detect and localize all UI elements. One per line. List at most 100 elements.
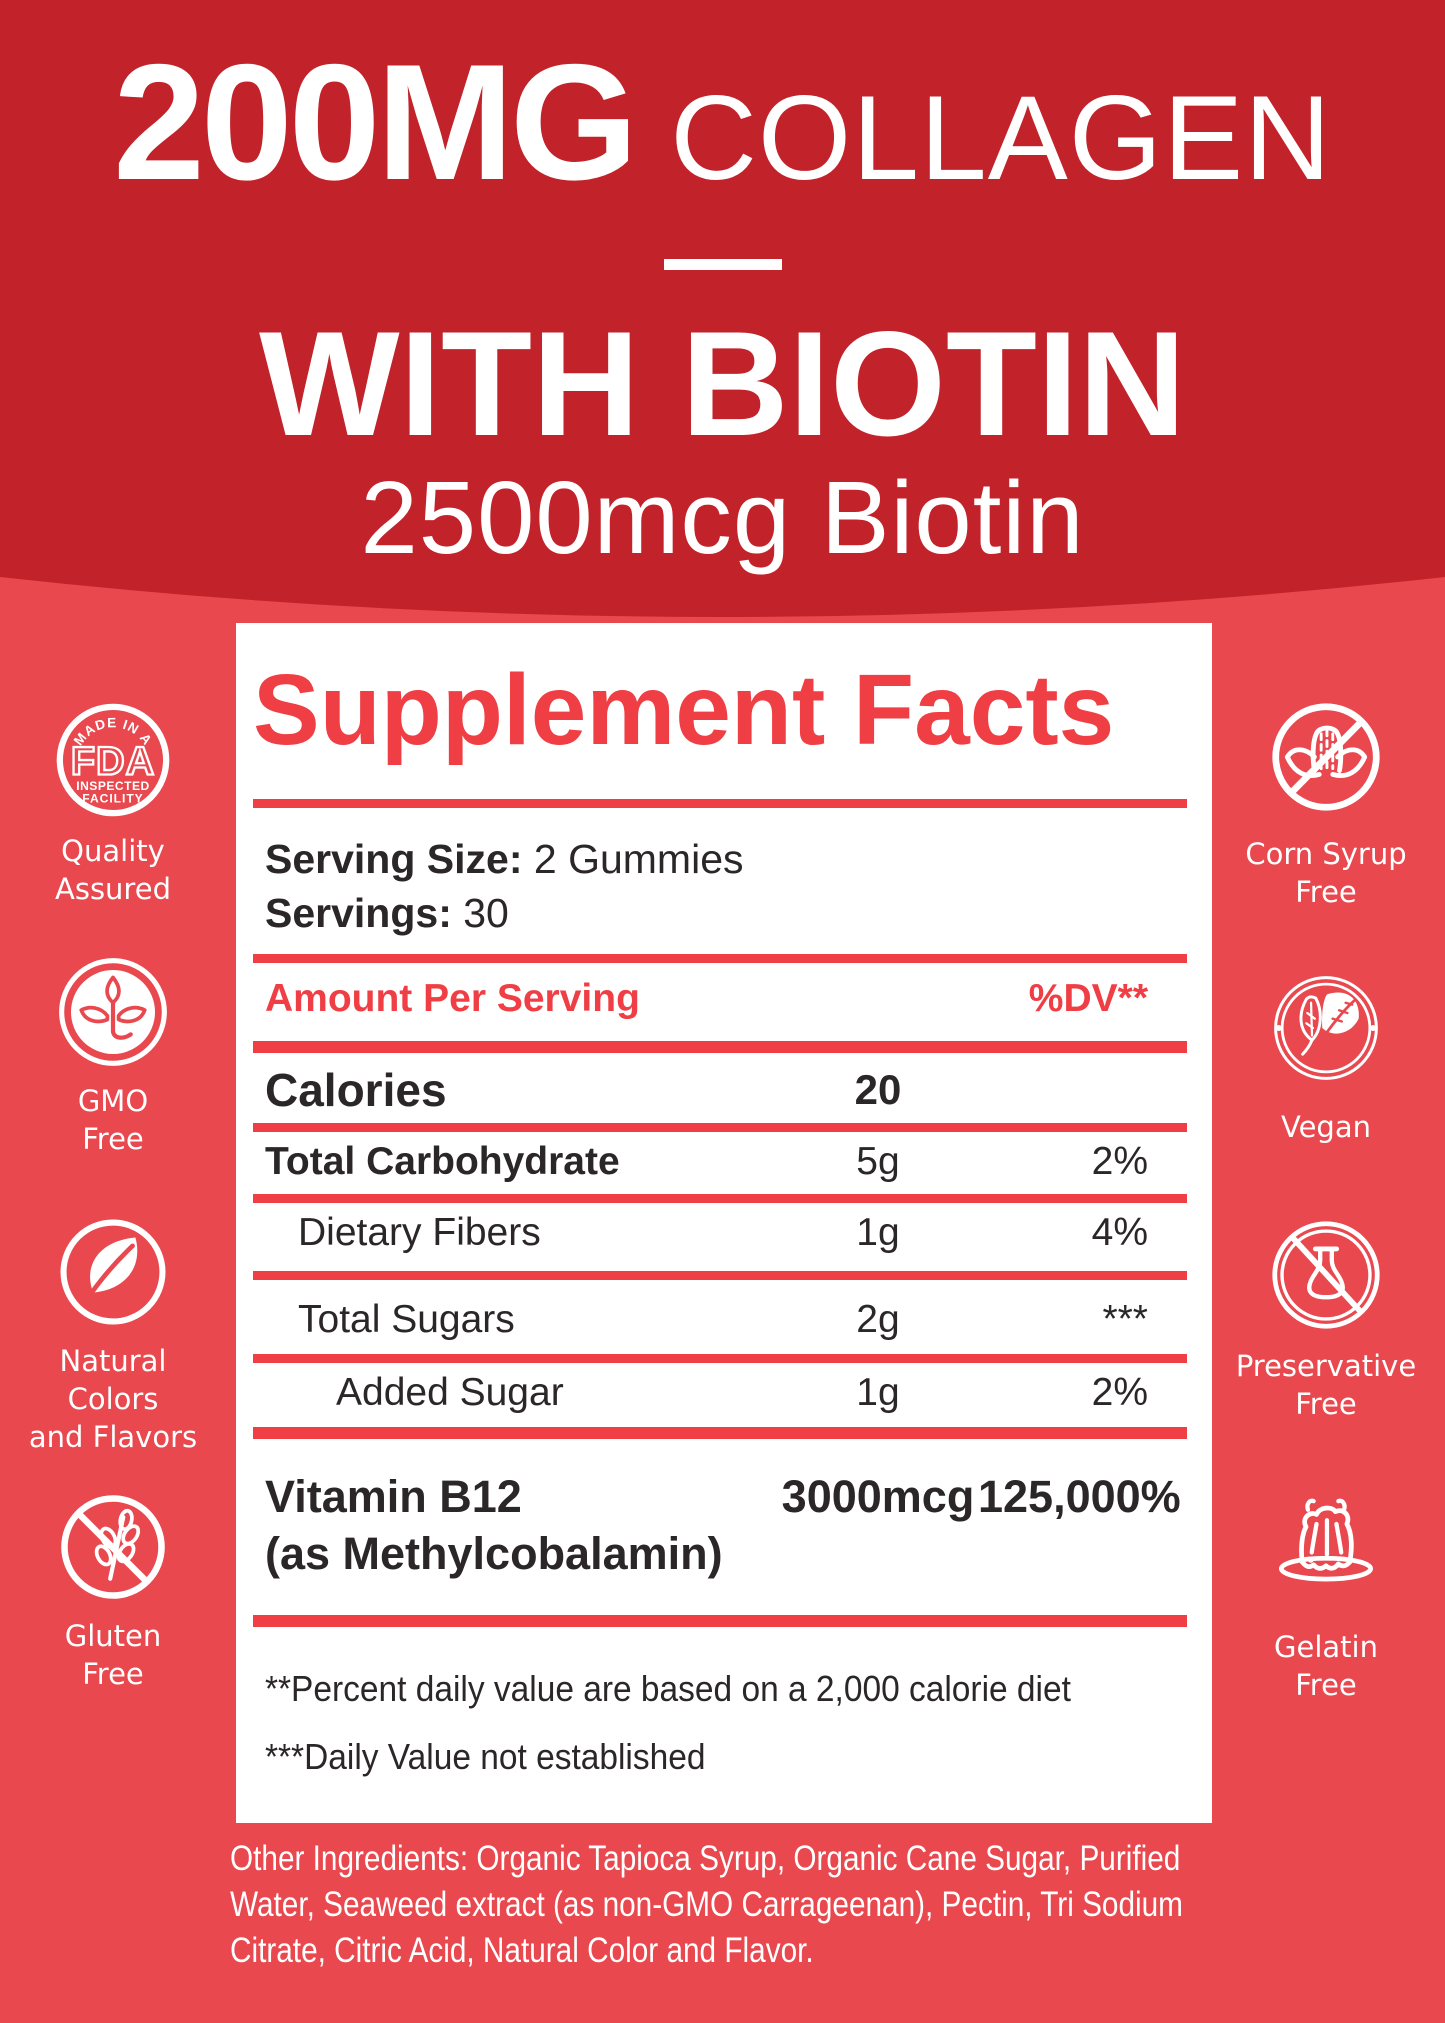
- dose-text: 200MG: [113, 30, 638, 214]
- nutrient-amount: 3000mcg: [781, 1470, 975, 1522]
- badge-label-line: Preservative: [1235, 1349, 1417, 1383]
- nutrient-name: Calories: [265, 1064, 447, 1116]
- badge-gmo-free: GMO Free: [18, 956, 208, 1158]
- badge-vegan: Vegan: [1220, 972, 1432, 1146]
- rule: [253, 1271, 1187, 1280]
- vegan-icon: [1274, 976, 1378, 1080]
- badge-label: Quality Assured: [55, 832, 171, 908]
- rule: [253, 1615, 1187, 1627]
- product-text: COLLAGEN: [670, 71, 1332, 205]
- footnote: **Percent daily value are based on a 2,0…: [265, 1668, 1071, 1709]
- nutrient-amount: 20: [854, 1066, 902, 1113]
- rule: [253, 799, 1187, 808]
- badge-label-line: Colors: [67, 1382, 159, 1416]
- sub-headline: 2500mcg Biotin: [360, 460, 1085, 575]
- gmo-free-icon: [59, 958, 167, 1066]
- nutrient-dv: 4%: [1091, 1211, 1148, 1254]
- rule: [253, 1123, 1187, 1132]
- facts-row: Calories 20: [265, 1063, 1148, 1116]
- badge-label: Corn Syrup Free: [1245, 835, 1406, 911]
- nutrient-name: Added Sugar: [336, 1371, 564, 1414]
- fda-sub-text-1: INSPECTED: [76, 779, 149, 793]
- other-ingredients: Other Ingredients: Organic Tapioca Syrup…: [230, 1836, 1335, 1974]
- badge-label-line: Vegan: [1281, 1110, 1371, 1144]
- natural-colors-flavors-icon: [60, 1219, 166, 1325]
- facts-row: Dietary Fibers 1g 4%: [265, 1209, 1148, 1257]
- nutrient-dv: 2%: [1091, 1140, 1148, 1183]
- badge-label-line: Free: [1295, 875, 1357, 909]
- badge-label-line: GMO: [77, 1084, 149, 1118]
- other-ingredients-line: Other Ingredients: Organic Tapioca Syrup…: [230, 1839, 1181, 1878]
- other-ingredients-line: Citrate, Citric Acid, Natural Color and …: [230, 1931, 814, 1970]
- footnote: ***Daily Value not established: [265, 1736, 706, 1777]
- badge-label: Vegan: [1281, 1108, 1371, 1146]
- badge-label-line: Natural: [59, 1344, 167, 1378]
- badge-label: GMO Free: [78, 1082, 148, 1158]
- badge-corn-syrup-free: Corn Syrup Free: [1220, 699, 1432, 911]
- preservative-free-icon: [1272, 1221, 1380, 1329]
- badge-label-line: Free: [82, 1122, 144, 1156]
- headline: WITH BIOTIN: [259, 300, 1186, 467]
- dv-header-label: %DV**: [1028, 977, 1148, 1020]
- badge-label: Preservative Free: [1236, 1347, 1416, 1423]
- badge-natural-colors-flavors: Natural Colors and Flavors: [18, 1216, 208, 1456]
- badge-label-line: Gluten: [64, 1619, 162, 1653]
- nutrient-amount: 1g: [856, 1211, 900, 1254]
- badge-label-line: Free: [1295, 1387, 1357, 1421]
- rule: [253, 1427, 1187, 1439]
- nutrient-amount: 2g: [856, 1298, 900, 1341]
- badge-label-line: Corn Syrup: [1245, 837, 1407, 871]
- nutrient-name: Vitamin B12: [265, 1470, 522, 1522]
- servings-value: 30: [463, 890, 509, 936]
- divider-dash: [663, 259, 782, 270]
- serving-size-value: 2 Gummies: [533, 836, 744, 882]
- serving-size-label: Serving Size:: [265, 836, 523, 882]
- badge-gluten-free: Gluten Free: [18, 1491, 208, 1693]
- badge-label-line: Assured: [55, 872, 171, 906]
- badge-preservative-free: Preservative Free: [1218, 1217, 1434, 1423]
- badge-label-line: Free: [82, 1657, 144, 1691]
- serving-info: Serving Size: 2 Gummies Servings: 30: [265, 832, 1187, 940]
- facts-row: Vitamin B12 3000mcg 125,000%: [265, 1469, 1181, 1524]
- facts-row: Total Carbohydrate 5g 2%: [265, 1138, 1148, 1186]
- nutrient-name: Dietary Fibers: [298, 1211, 541, 1254]
- facts-row: Total Sugars 2g ***: [265, 1296, 1148, 1344]
- gluten-free-icon: [61, 1495, 165, 1599]
- servings-line: Servings: 30: [265, 886, 1187, 940]
- servings-label: Servings:: [265, 890, 452, 936]
- gelatin-free-icon: [1278, 1498, 1374, 1582]
- nutrient-name: Total Carbohydrate: [265, 1140, 620, 1183]
- badge-label-line: Quality: [61, 834, 165, 868]
- badge-label-line: Free: [1295, 1668, 1357, 1702]
- fda-main-text: FDA: [71, 740, 155, 784]
- badge-label-line: and Flavors: [28, 1420, 198, 1454]
- nutrient-amount: 1g: [856, 1371, 900, 1414]
- badge-label: Gluten Free: [65, 1617, 162, 1693]
- rule: [253, 1041, 1187, 1053]
- fda-sub-text-2: FACILITY: [82, 792, 143, 806]
- serving-size-line: Serving Size: 2 Gummies: [265, 832, 1187, 886]
- corn-syrup-free-icon: [1272, 703, 1380, 811]
- header-banner: 200MG COLLAGEN WITH BIOTIN 2500mcg Bioti…: [0, 40, 1445, 574]
- nutrient-name: Total Sugars: [298, 1298, 515, 1341]
- fda-badge-icon: MADE IN A FDA INSPECTED FACILITY: [56, 703, 170, 817]
- rule: [253, 954, 1187, 963]
- facts-header-row: Amount Per Serving %DV**: [265, 975, 1148, 1023]
- nutrient-dv: ***: [1102, 1298, 1148, 1341]
- badge-gelatin-free: Gelatin Free: [1220, 1486, 1432, 1704]
- badge-label: Gelatin Free: [1274, 1628, 1378, 1704]
- dose-line: 200MG COLLAGEN: [0, 40, 1445, 221]
- nutrient-dv: 125,000%: [978, 1470, 1181, 1522]
- header-curve-shape: [0, 0, 1445, 617]
- facts-row: Added Sugar 1g 2%: [265, 1369, 1148, 1417]
- amount-per-serving-label: Amount Per Serving: [265, 977, 640, 1020]
- badge-label-line: Gelatin: [1274, 1630, 1378, 1664]
- nutrient-name-detail: (as Methylcobalamin): [265, 1528, 723, 1579]
- rule: [253, 1354, 1187, 1363]
- supplement-facts-panel: Supplement Facts Serving Size: 2 Gummies…: [236, 623, 1212, 1823]
- other-ingredients-line: Water, Seaweed extract (as non-GMO Carra…: [230, 1885, 1183, 1924]
- nutrient-dv: 2%: [1091, 1371, 1148, 1414]
- nutrient-amount: 5g: [856, 1140, 900, 1183]
- panel-title: Supplement Facts: [253, 654, 1115, 766]
